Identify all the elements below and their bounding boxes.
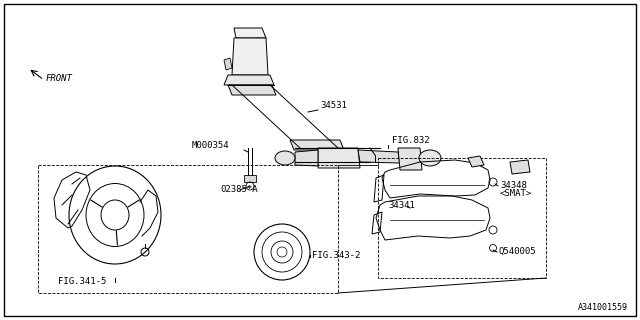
Polygon shape — [295, 150, 318, 166]
Text: 34341: 34341 — [388, 201, 415, 210]
Bar — [38, 165, 338, 293]
Ellipse shape — [275, 151, 295, 165]
Text: 34531: 34531 — [320, 101, 347, 110]
Text: A341001559: A341001559 — [578, 303, 628, 312]
Text: FIG.832: FIG.832 — [392, 136, 429, 145]
Polygon shape — [290, 140, 344, 150]
Text: FIG.341-5: FIG.341-5 — [58, 277, 106, 286]
Bar — [378, 158, 546, 278]
Polygon shape — [224, 58, 232, 70]
Text: FRONT: FRONT — [46, 74, 73, 83]
Polygon shape — [398, 148, 422, 170]
Polygon shape — [224, 75, 274, 85]
Polygon shape — [234, 28, 266, 38]
Polygon shape — [244, 175, 256, 182]
Text: <SMAT>: <SMAT> — [500, 189, 532, 198]
Polygon shape — [510, 160, 530, 174]
Text: M000354: M000354 — [192, 141, 230, 150]
Polygon shape — [358, 150, 400, 163]
Polygon shape — [232, 38, 268, 75]
Polygon shape — [228, 85, 276, 95]
Text: 02385*A: 02385*A — [220, 185, 258, 194]
Polygon shape — [318, 148, 360, 168]
Text: FIG.343-2: FIG.343-2 — [312, 251, 360, 260]
Text: 34348: 34348 — [500, 181, 527, 190]
Ellipse shape — [419, 150, 441, 166]
Text: Q540005: Q540005 — [498, 247, 536, 256]
Polygon shape — [468, 156, 484, 167]
